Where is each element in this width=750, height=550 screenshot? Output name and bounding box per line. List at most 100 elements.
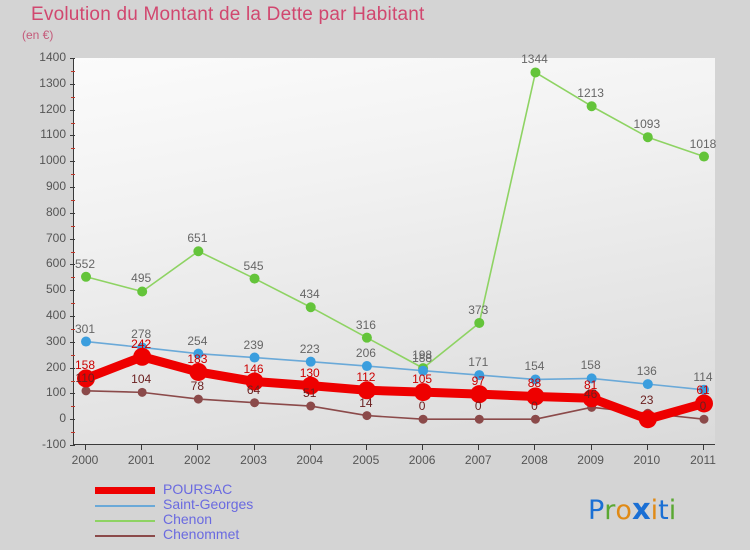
data-point[interactable] [699, 151, 709, 162]
x-axis-tick-label: 2010 [633, 453, 661, 467]
data-point[interactable] [81, 271, 91, 282]
y-axis-minor-tick [71, 354, 75, 356]
legend-label: Chenommet [163, 526, 240, 542]
y-axis-tick-label: 600 [45, 256, 66, 271]
x-axis-tick-mark [534, 445, 536, 450]
data-point[interactable] [418, 414, 428, 424]
data-point[interactable] [418, 365, 429, 376]
logo-char: r [604, 495, 616, 526]
data-point[interactable] [250, 398, 260, 408]
x-axis-tick-label: 2011 [690, 453, 716, 467]
series-line-chenon [85, 71, 705, 369]
x-axis-tick-mark [478, 445, 480, 450]
x-axis-tick-mark [590, 445, 592, 450]
y-axis-tick-mark [70, 264, 75, 266]
data-point[interactable] [245, 372, 264, 391]
y-axis-tick-label: 800 [45, 204, 66, 219]
logo-char: i [650, 495, 659, 526]
data-point[interactable] [695, 394, 713, 413]
data-point[interactable] [474, 370, 485, 381]
data-point[interactable] [582, 389, 601, 408]
data-point[interactable] [357, 381, 376, 400]
logo-char: i [668, 495, 677, 526]
y-axis-tick-mark [70, 419, 75, 421]
data-point[interactable] [361, 332, 372, 343]
data-point[interactable] [474, 414, 484, 424]
y-axis-tick-label: 100 [45, 385, 66, 400]
x-axis-tick-label: 2001 [127, 453, 155, 467]
y-axis-minor-tick [71, 380, 75, 382]
data-point[interactable] [638, 410, 657, 429]
data-point[interactable] [530, 374, 541, 385]
y-axis-tick-mark [70, 290, 75, 292]
y-axis-minor-tick [71, 406, 75, 408]
data-point[interactable] [642, 132, 653, 143]
y-axis-tick-mark [70, 187, 75, 188]
y-axis-minor-tick [71, 225, 75, 227]
data-point[interactable] [81, 336, 91, 347]
x-axis-tick-label: 2006 [408, 453, 436, 467]
y-axis-tick-mark [70, 445, 75, 446]
data-point[interactable] [301, 376, 320, 395]
chart-series-layer [77, 67, 713, 429]
legend-label: Saint-Georges [163, 496, 254, 512]
x-axis-tick-label: 2005 [352, 453, 380, 467]
y-axis-tick-mark [70, 161, 75, 163]
data-point[interactable] [193, 394, 203, 404]
data-point[interactable] [249, 352, 260, 363]
y-axis-minor-tick [71, 328, 75, 330]
data-point[interactable] [77, 369, 95, 388]
data-point[interactable] [305, 302, 316, 313]
legend-swatch [95, 487, 155, 494]
data-point[interactable] [699, 414, 709, 424]
y-axis-minor-tick [71, 432, 75, 434]
y-axis-tick-mark [70, 109, 75, 111]
data-point[interactable] [526, 387, 545, 406]
y-axis-minor-tick [71, 122, 75, 124]
data-point[interactable] [193, 246, 204, 257]
y-axis-tick-label: 500 [45, 282, 66, 297]
data-point[interactable] [474, 317, 485, 328]
chart-unit-label: (en €) [22, 28, 54, 42]
y-axis-tick-mark [70, 212, 75, 214]
x-axis-tick-mark [703, 445, 704, 450]
y-axis-tick-mark [70, 393, 75, 395]
data-point[interactable] [193, 348, 204, 359]
y-axis-minor-tick [71, 174, 75, 176]
data-point[interactable] [189, 362, 208, 381]
page-title: Evolution du Montant de la Dette par Hab… [31, 4, 425, 25]
data-point[interactable] [306, 401, 316, 411]
y-axis-minor-tick [71, 277, 75, 279]
y-axis-tick-label: 900 [45, 179, 66, 193]
y-axis-tick-label: 400 [45, 308, 66, 322]
data-point[interactable] [137, 286, 148, 297]
data-point[interactable] [530, 67, 541, 78]
proxiti-logo: Proxiti [588, 492, 676, 526]
data-point[interactable] [137, 387, 147, 397]
data-point[interactable] [586, 101, 597, 112]
y-axis-minor-tick [71, 199, 75, 201]
data-point[interactable] [586, 373, 597, 384]
y-axis-tick-label: 1400 [39, 50, 66, 64]
chart-plot-area [73, 58, 715, 445]
data-point[interactable] [81, 386, 91, 396]
data-point[interactable] [470, 385, 489, 404]
x-axis-tick-mark [309, 445, 311, 450]
data-point[interactable] [530, 414, 540, 424]
y-axis-tick-label: 1000 [39, 153, 66, 168]
y-axis-tick-label: 700 [45, 230, 66, 245]
data-point[interactable] [133, 347, 152, 366]
data-point[interactable] [642, 379, 653, 390]
y-axis-minor-tick [71, 96, 75, 98]
data-point[interactable] [249, 273, 260, 284]
logo-char: t [658, 495, 669, 526]
data-point[interactable] [414, 383, 433, 402]
data-point[interactable] [305, 356, 316, 367]
x-axis-tick-mark [646, 445, 648, 450]
data-point[interactable] [362, 411, 372, 421]
y-axis-tick-mark [70, 367, 75, 369]
series-line-saint-georges [85, 340, 705, 391]
x-axis-tick-label: 2009 [577, 453, 604, 467]
data-point[interactable] [361, 361, 372, 372]
data-point[interactable] [699, 384, 709, 395]
